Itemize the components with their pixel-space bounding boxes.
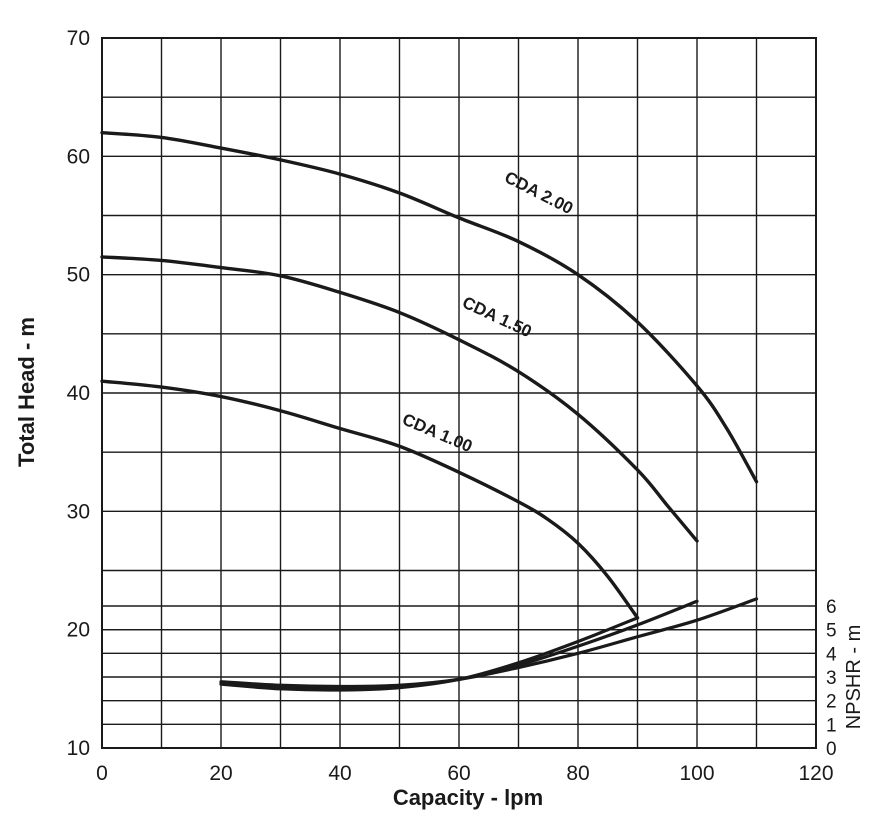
x-tick-label: 20 [209,762,232,785]
y-axis-title: Total Head - m [14,317,39,467]
npshr-tick-label: 0 [826,739,837,760]
npshr-grid [102,605,816,749]
x-tick-label: 80 [566,762,589,785]
x-tick-label: 40 [328,762,351,785]
y-tick-label: 60 [67,145,90,168]
head-curve [100,379,640,620]
x-tick-label: 0 [96,762,108,785]
y-tick-label: 10 [67,737,90,760]
curve-label: CDA 2.00 [502,168,577,219]
y-tick-label: 50 [67,264,90,287]
y-tick-label: 20 [67,619,90,642]
head-curve [100,130,759,484]
npshr-tick-label: 5 [826,621,837,642]
npshr-tick-label: 2 [826,692,837,713]
x-tick-label: 120 [798,762,833,785]
x-tick-label: 100 [679,762,714,785]
npshr-tick-label: 6 [826,597,837,618]
npshr-tick-label: 1 [826,715,837,736]
npshr-series-layer [219,597,759,692]
y-tick-label: 70 [67,27,90,50]
x-axis-title: Capacity - lpm [393,785,543,810]
npshr-tick-label: 4 [826,644,837,665]
npshr-axis-title: NPSHR - m [843,625,865,729]
npshr-curve [219,616,640,692]
series-layer [100,130,759,620]
y-tick-label: 30 [67,500,90,523]
head-curve [100,255,699,543]
y-tick-label: 40 [67,382,90,405]
x-tick-label: 60 [447,762,470,785]
npshr-tick-label: 3 [826,668,837,689]
tick-layer: 0 20 40 60 80 100 120 10 20 30 40 50 60 70 0 12 3 45 6 [67,27,837,785]
